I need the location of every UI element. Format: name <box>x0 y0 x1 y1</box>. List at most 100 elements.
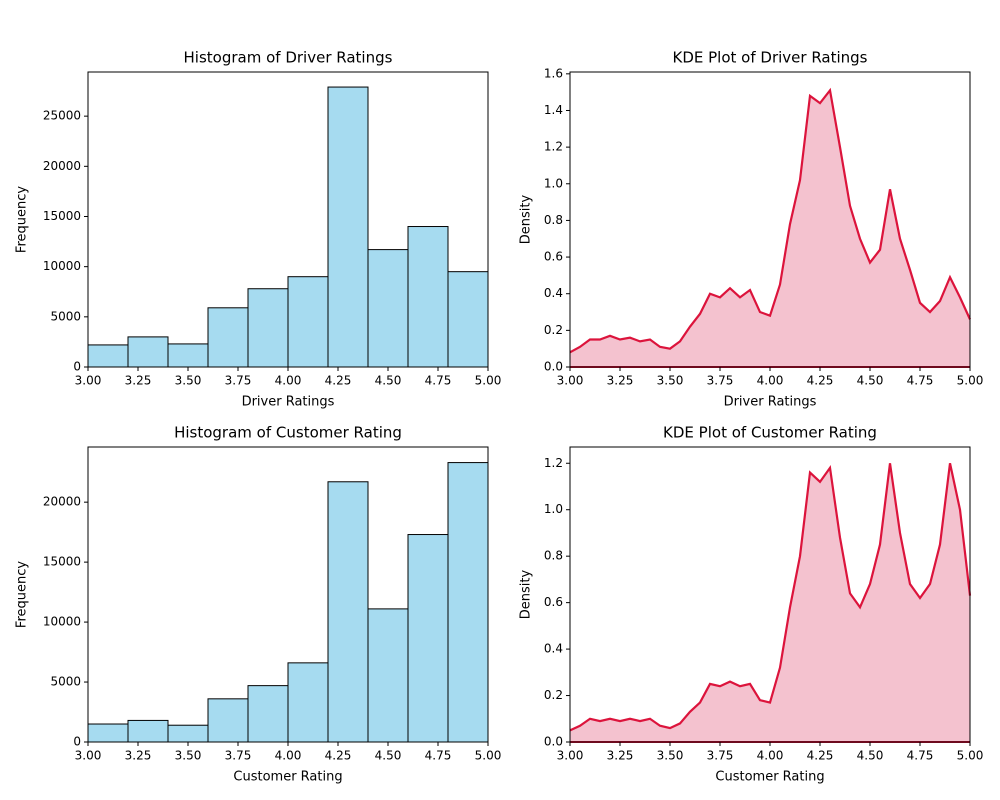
bar <box>327 481 369 743</box>
x-tick-label: 3.00 <box>75 374 102 388</box>
bar <box>287 662 329 743</box>
bar <box>447 271 489 368</box>
bar <box>327 86 369 368</box>
y-tick-label: 10000 <box>43 615 81 629</box>
x-tick-label: 3.25 <box>125 749 152 763</box>
y-tick-label: 1.0 <box>544 502 563 516</box>
x-tick-label: 4.75 <box>907 749 934 763</box>
x-tick-label: 3.50 <box>175 374 202 388</box>
y-tick-label: 1.4 <box>544 103 563 117</box>
x-tick-label: 4.50 <box>375 374 402 388</box>
x-tick-label: 3.75 <box>225 749 252 763</box>
y-tick-label: 20000 <box>43 159 81 173</box>
x-tick-label: 3.00 <box>75 749 102 763</box>
y-tick-label: 15000 <box>43 555 81 569</box>
bar <box>367 608 409 743</box>
bar <box>127 336 169 368</box>
x-tick-label: 3.50 <box>657 374 684 388</box>
x-tick-label: 3.75 <box>707 749 734 763</box>
y-tick-label: 0.6 <box>544 250 563 264</box>
x-tick-label: 4.00 <box>275 374 302 388</box>
bar <box>87 723 129 743</box>
bar <box>207 698 249 743</box>
bar <box>367 249 409 368</box>
y-tick-label: 0.0 <box>544 360 563 374</box>
chart-title: Histogram of Customer Rating <box>174 424 402 442</box>
x-tick-label: 4.50 <box>857 749 884 763</box>
subplot: 3.00 3.25 3.50 3.75 4.00 4.25 4.50 4.75 5.00 0 500… <box>15 424 502 785</box>
x-tick-label: 4.75 <box>907 374 934 388</box>
y-tick-label: 0 <box>73 735 81 749</box>
bar <box>167 343 209 368</box>
y-tick-label: 0.4 <box>544 642 563 656</box>
x-tick-label: 4.00 <box>275 749 302 763</box>
y-tick-label: 0.6 <box>544 595 563 609</box>
x-tick-label: 3.00 <box>557 749 584 763</box>
x-tick-label: 3.25 <box>125 374 152 388</box>
x-tick-label: 5.00 <box>957 374 984 388</box>
kde-fill <box>570 90 970 367</box>
x-tick-label: 3.50 <box>175 749 202 763</box>
x-tick-label: 4.00 <box>757 374 784 388</box>
subplot: 3.00 3.25 3.50 3.75 4.00 4.25 4.50 4.75 5.00 0 500… <box>15 49 502 410</box>
y-axis-label: Density <box>519 194 534 244</box>
y-tick-label: 0.2 <box>544 688 563 702</box>
y-tick-label: 0.2 <box>544 323 563 337</box>
x-tick-label: 3.50 <box>657 749 684 763</box>
x-tick-label: 4.25 <box>325 374 352 388</box>
y-tick-label: 0.0 <box>544 735 563 749</box>
x-tick-label: 4.00 <box>757 749 784 763</box>
bar <box>87 344 129 368</box>
bar <box>207 307 249 368</box>
x-tick-label: 5.00 <box>475 374 502 388</box>
y-axis-label: Frequency <box>15 561 30 628</box>
bar <box>287 276 329 368</box>
y-tick-label: 1.2 <box>544 456 563 470</box>
kde-fill <box>570 463 970 742</box>
y-tick-label: 1.0 <box>544 176 563 190</box>
x-tick-label: 3.75 <box>707 374 734 388</box>
bar <box>247 288 289 368</box>
x-tick-label: 4.25 <box>325 749 352 763</box>
bar <box>407 226 449 368</box>
x-axis-label: Driver Ratings <box>724 395 817 410</box>
x-tick-label: 3.25 <box>607 374 634 388</box>
y-axis-label: Frequency <box>15 186 30 253</box>
chart-title: KDE Plot of Driver Ratings <box>673 49 868 67</box>
bar <box>447 462 489 743</box>
chart-title: KDE Plot of Customer Rating <box>663 424 877 442</box>
x-tick-label: 3.00 <box>557 374 584 388</box>
bar <box>247 685 289 743</box>
subplot: 3.00 3.25 3.50 3.75 4.00 4.25 4.50 4.75 5.00 0.0 0… <box>519 424 984 785</box>
subplot: 3.00 3.25 3.50 3.75 4.00 4.25 4.50 4.75 5.00 0.0 0… <box>519 49 984 410</box>
x-axis-label: Driver Ratings <box>242 395 335 410</box>
x-tick-label: 4.25 <box>807 374 834 388</box>
y-tick-label: 5000 <box>50 309 81 323</box>
chart-title: Histogram of Driver Ratings <box>184 49 393 67</box>
x-tick-label: 4.50 <box>375 749 402 763</box>
y-tick-label: 0 <box>73 360 81 374</box>
x-tick-label: 4.75 <box>425 374 452 388</box>
y-tick-label: 5000 <box>50 675 81 689</box>
x-tick-label: 4.25 <box>807 749 834 763</box>
kde-line <box>569 87 972 354</box>
bar <box>407 534 449 743</box>
y-tick-label: 20000 <box>43 495 81 509</box>
x-tick-label: 4.75 <box>425 749 452 763</box>
y-tick-label: 15000 <box>43 209 81 223</box>
x-tick-label: 5.00 <box>957 749 984 763</box>
x-tick-label: 5.00 <box>475 749 502 763</box>
y-axis-label: Density <box>519 569 534 619</box>
y-tick-label: 1.2 <box>544 140 563 154</box>
x-axis-label: Customer Rating <box>715 770 824 785</box>
y-tick-label: 1.6 <box>544 66 563 80</box>
y-tick-label: 10000 <box>43 259 81 273</box>
x-tick-label: 3.25 <box>607 749 634 763</box>
y-tick-label: 0.8 <box>544 549 563 563</box>
y-tick-label: 0.8 <box>544 213 563 227</box>
x-tick-label: 4.50 <box>857 374 884 388</box>
y-tick-label: 25000 <box>43 109 81 123</box>
y-tick-label: 0.4 <box>544 286 563 300</box>
